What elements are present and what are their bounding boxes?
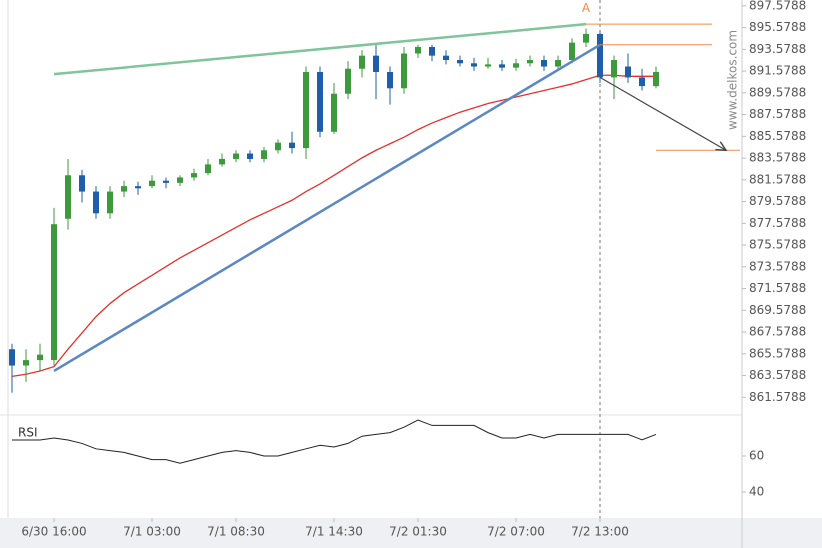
x-tick-label: 6/30 16:00 xyxy=(21,525,86,539)
y-tick-label: 881.5788 xyxy=(749,172,806,186)
pattern-label: A xyxy=(582,1,591,15)
candle-body xyxy=(107,191,113,214)
candle-body xyxy=(373,55,379,72)
candle-body xyxy=(541,60,547,67)
candle-body xyxy=(191,173,197,178)
candle-body xyxy=(9,349,15,366)
candle-body xyxy=(163,180,169,183)
candle-body xyxy=(317,71,323,132)
x-axis-band xyxy=(0,518,822,548)
candle-body xyxy=(205,164,211,174)
x-tick-label: 7/2 13:00 xyxy=(571,525,629,539)
candle-body xyxy=(233,153,239,159)
y-tick-label: 887.5788 xyxy=(749,107,806,121)
rsi-line xyxy=(12,419,657,464)
y-tick-label: 865.5788 xyxy=(749,346,806,360)
rsi-label: RSI xyxy=(18,426,38,440)
target-arrow xyxy=(599,76,726,150)
candle-body xyxy=(149,180,155,187)
candle-body xyxy=(499,64,505,68)
candle-body xyxy=(387,71,393,89)
rsi-tick-label: 60 xyxy=(749,449,764,463)
x-tick-label: 7/1 14:30 xyxy=(305,525,363,539)
candle-body xyxy=(247,153,253,159)
candle-body xyxy=(415,46,421,54)
trend-line xyxy=(53,43,601,373)
y-tick-label: 861.5788 xyxy=(749,390,806,404)
y-tick-label: 885.5788 xyxy=(749,129,806,143)
rsi-tick-label: 40 xyxy=(749,484,764,498)
candle-body xyxy=(51,224,57,361)
candle-body xyxy=(177,177,183,183)
candle-body xyxy=(23,360,29,366)
x-tick-label: 7/2 01:30 xyxy=(389,525,447,539)
y-tick-label: 891.5788 xyxy=(749,64,806,78)
candle-body xyxy=(555,60,561,67)
x-tick-label: 7/2 07:00 xyxy=(487,525,545,539)
candle-body xyxy=(275,142,281,151)
candle-body xyxy=(331,93,337,132)
candle-body xyxy=(121,186,127,192)
y-tick-label: 893.5788 xyxy=(749,42,806,56)
candle-body xyxy=(443,55,449,61)
candle-body xyxy=(135,186,141,189)
candle-body xyxy=(359,55,365,69)
candle-body xyxy=(261,150,267,159)
y-tick-label: 875.5788 xyxy=(749,238,806,252)
y-tick-label: 879.5788 xyxy=(749,194,806,208)
candle-body xyxy=(457,60,463,64)
candle-body xyxy=(513,63,519,68)
y-tick-label: 895.5788 xyxy=(749,20,806,34)
y-tick-label: 889.5788 xyxy=(749,85,806,99)
y-tick-label: 863.5788 xyxy=(749,368,806,382)
candle-body xyxy=(485,64,491,67)
candle-body xyxy=(219,158,225,165)
candle-body xyxy=(611,60,617,78)
x-tick-label: 7/1 08:30 xyxy=(207,525,265,539)
candle-body xyxy=(401,53,407,89)
candle-body xyxy=(37,354,43,361)
x-tick-label: 7/1 03:00 xyxy=(123,525,181,539)
candle-body xyxy=(345,68,351,94)
y-tick-label: 877.5788 xyxy=(749,216,806,230)
candle-body xyxy=(583,33,589,43)
candle-body xyxy=(569,42,575,61)
trend-line xyxy=(53,22,587,76)
candle-body xyxy=(597,33,603,78)
candle-body xyxy=(65,175,71,219)
y-tick-label: 873.5788 xyxy=(749,259,806,273)
candle-body xyxy=(79,175,85,192)
candle-body xyxy=(527,60,533,64)
y-tick-label: 883.5788 xyxy=(749,151,806,165)
candle-body xyxy=(653,71,659,87)
y-tick-label: 869.5788 xyxy=(749,303,806,317)
candle-body xyxy=(471,63,477,67)
y-tick-label: 897.5788 xyxy=(749,0,806,12)
y-tick-label: 867.5788 xyxy=(749,325,806,339)
candle-body xyxy=(429,46,435,56)
candle-body xyxy=(639,77,645,87)
candle-body xyxy=(625,66,631,78)
y-tick-label: 871.5788 xyxy=(749,281,806,295)
candle-body xyxy=(303,71,309,149)
candle-body xyxy=(93,191,99,214)
candle-body xyxy=(289,142,295,149)
moving-average xyxy=(11,74,656,378)
watermark: www.delkos.com xyxy=(726,30,740,130)
